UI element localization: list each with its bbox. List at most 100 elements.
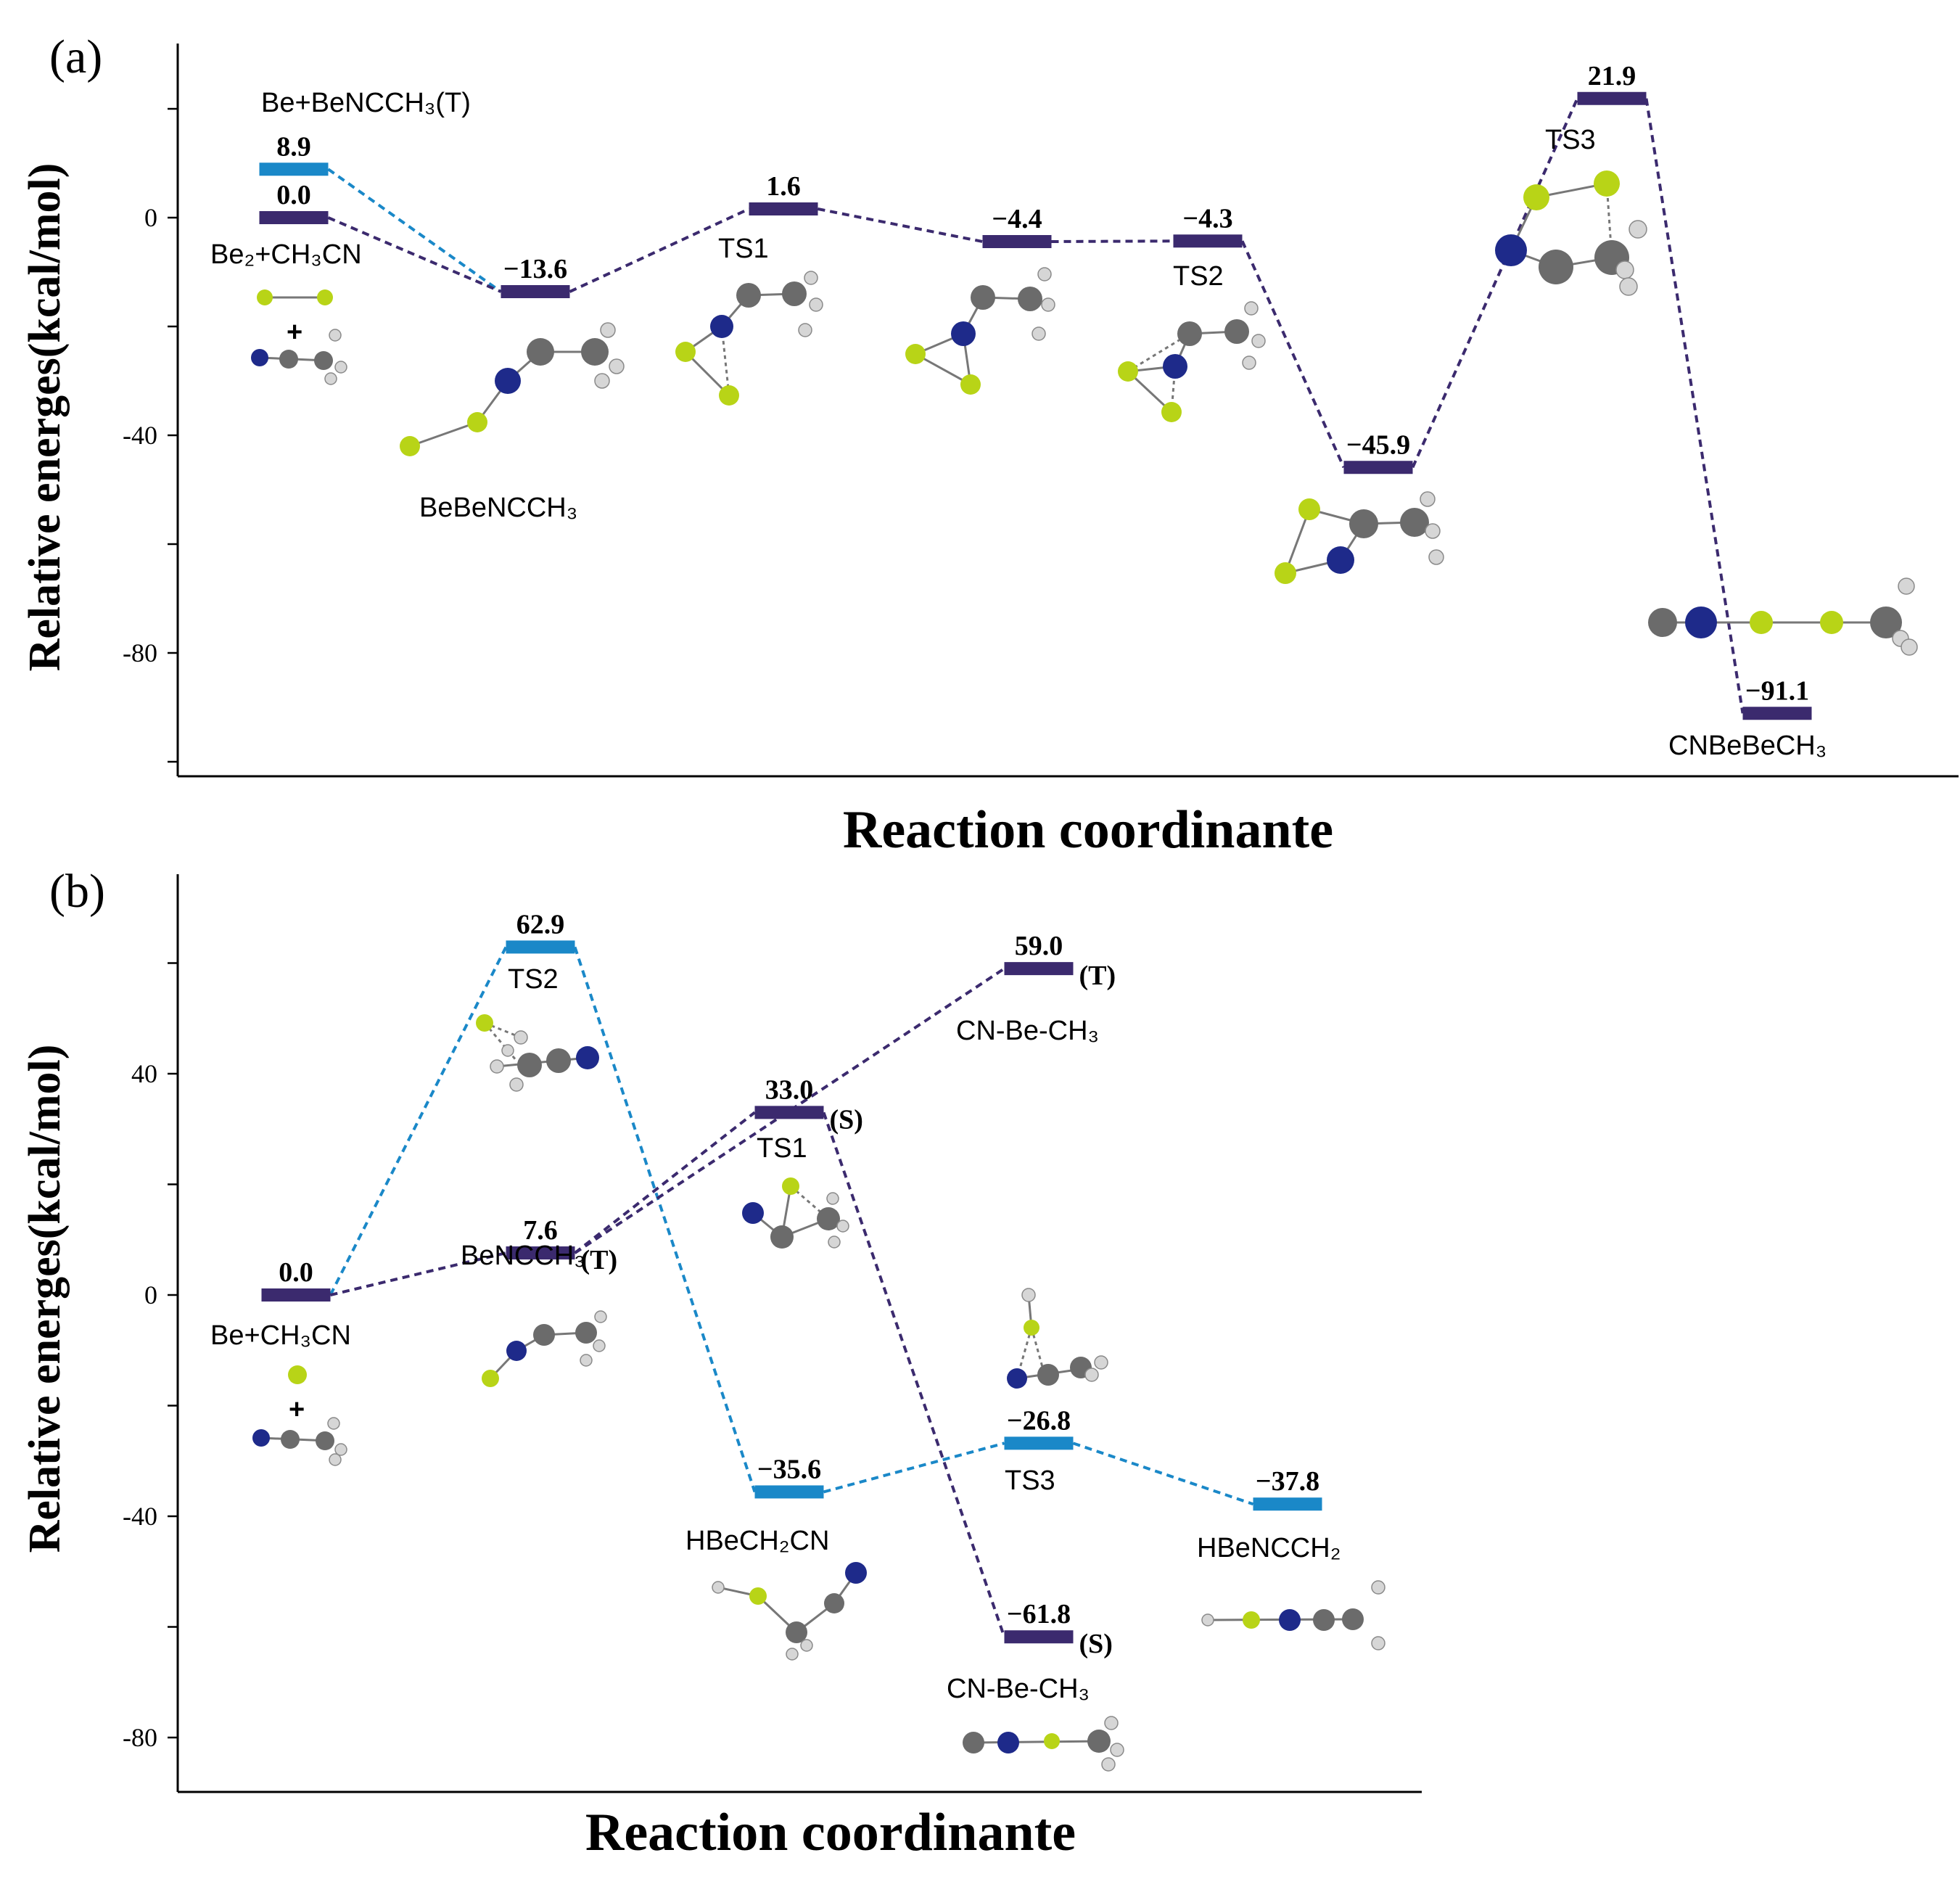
species-label-ts1b: TS1 (757, 1133, 807, 1164)
species-label-be-ch3cn: Be+CH₃CN (210, 1320, 351, 1351)
plot-panel-a: 0 -40 -80 8.9 Be+BeNCCH₃(T) 0.0 Be₂+CH₃CN −13.6… (123, 44, 1959, 778)
species-label-cnbech3-t: CN-Be-CH₃ (956, 1016, 1099, 1046)
connector-hbech2cn-to-ts3b (823, 1442, 1005, 1494)
molecule-ts1b (742, 1177, 849, 1249)
panel-label-a: (a) (49, 30, 102, 83)
species-label-cnbebech3: CNBeBeCH₃ (1668, 731, 1827, 761)
energy-label-hbenccch2: −37.8 (1256, 1466, 1319, 1497)
connector-ts2-to-int2 (1240, 240, 1346, 469)
energy-label-cnbech3-t: 59.0 (1015, 931, 1063, 961)
connector-ts1b-to-cnbech3-s (822, 1111, 1006, 1637)
connector-ts3-to-cnbebech3 (1644, 98, 1745, 714)
level-bar-cnbech3-t (1004, 962, 1074, 976)
y-tick-label: -40 (123, 1502, 157, 1531)
level-bar-cnbebech3 (1742, 707, 1812, 720)
connector-be-benccch3-to-bebenccch3 (327, 168, 502, 293)
energy-label-ts1: 1.6 (766, 171, 801, 202)
y-tick-label: -80 (123, 1723, 157, 1752)
connector-benccch3-to-ts1b (574, 1111, 756, 1254)
state-label-cnbech3-t: (T) (1079, 961, 1116, 991)
species-label-hbenccch2: HBeNCCH₂ (1197, 1533, 1341, 1563)
svg-text:+: + (287, 317, 302, 348)
molecule-int1 (905, 267, 1055, 395)
species-label-ts1: TS1 (718, 234, 769, 264)
species-label-ts2b: TS2 (508, 964, 559, 995)
y-tick-label: 0 (144, 1280, 157, 1309)
molecule-ts3 (1495, 170, 1647, 296)
level-bar-benccch3 (506, 1246, 575, 1260)
state-label-cnbech3-s: (S) (1079, 1629, 1113, 1659)
x-axis-label-a: Reaction coordinante (843, 800, 1333, 860)
species-label-bebenccch3: BeBeNCCH₃ (419, 493, 577, 523)
level-bar-ts2b (506, 940, 575, 954)
level-bar-hbech2cn (754, 1485, 824, 1499)
molecule-int2 (1275, 491, 1444, 584)
species-label-be-benccch3: Be+BeNCCH₃(T) (261, 88, 471, 118)
species-label-ts3b: TS3 (1005, 1465, 1055, 1496)
level-bar-cnbech3-s (1004, 1630, 1074, 1644)
level-bar-bebenccch3 (501, 285, 570, 298)
plot-panel-b: 400-40-800.0Be+CH₃CN62.9TS27.6(T)BeNCCH₃… (123, 874, 1422, 1793)
panel-label-b: (b) (49, 865, 105, 918)
species-label-hbech2cn: HBeCH₂CN (685, 1526, 829, 1556)
y-tick-label: -80 (123, 638, 157, 667)
connector-ts2b-to-hbech2cn (573, 946, 757, 1493)
species-label-be2-ch3cn: Be₂+CH₃CN (210, 239, 362, 270)
x-axis-label-b: Reaction coordinante (585, 1803, 1076, 1862)
molecule-be2-ch3cn: + (251, 289, 347, 385)
y-axis-label-a: Relative energes(kcal/mol) (20, 163, 70, 672)
level-bar-ts1 (749, 202, 818, 215)
energy-label-be-ch3cn: 0.0 (279, 1257, 313, 1288)
energy-label-cnbebech3: −91.1 (1745, 675, 1809, 706)
level-bar-int2 (1343, 461, 1413, 474)
connector-bebenccch3-to-ts1 (569, 207, 750, 293)
y-tick-label: -40 (123, 421, 157, 450)
level-bar-ts3 (1577, 91, 1647, 105)
energy-label-ts1b: 33.0 (765, 1074, 814, 1105)
energy-label-ts2: −4.3 (1182, 203, 1232, 234)
energy-label-ts3: 21.9 (1588, 61, 1636, 91)
level-bar-be-benccch3 (259, 163, 329, 176)
energy-label-benccch3: 7.6 (523, 1215, 558, 1246)
molecule-bebenccch3 (400, 322, 625, 456)
level-bar-hbenccch2 (1253, 1497, 1322, 1511)
connector-be-ch3cn-to-ts2b (329, 946, 508, 1296)
molecule-cnbebech3 (1648, 577, 1918, 656)
y-tick-label: 0 (144, 203, 157, 232)
molecule-ts1 (675, 271, 823, 406)
level-bar-be-ch3cn (261, 1288, 331, 1302)
energy-label-be-benccch3: 8.9 (276, 131, 311, 162)
level-bar-int1 (982, 235, 1052, 248)
connector-int1-to-ts2 (1051, 239, 1174, 243)
molecule-hbech2cn (712, 1562, 867, 1661)
level-bar-be2-ch3cn (259, 211, 329, 224)
energy-label-int1: −4.4 (992, 204, 1042, 234)
energy-label-ts3b: −26.8 (1007, 1405, 1071, 1436)
species-label-cnbech3-s: CN-Be-CH₃ (947, 1674, 1090, 1704)
molecule-ts2b (476, 1014, 599, 1092)
molecule-ts3b (1007, 1288, 1108, 1389)
energy-label-int2: −45.9 (1346, 429, 1410, 460)
connector-int2-to-ts3 (1411, 97, 1579, 469)
state-label-benccch3: (T) (581, 1245, 618, 1275)
y-axis-label-b: Relative energes(kcal/mol) (20, 1045, 70, 1553)
y-tick-label: 40 (131, 1059, 157, 1088)
level-bar-ts2 (1173, 234, 1243, 248)
level-bar-ts3b (1004, 1436, 1074, 1450)
molecule-hbenccch2 (1201, 1580, 1385, 1650)
state-label-ts1b: (S) (830, 1104, 863, 1135)
species-label-ts3: TS3 (1545, 125, 1596, 155)
connector-ts1-to-int1 (818, 207, 983, 243)
connector-be2-ch3cn-to-bebenccch3 (327, 216, 502, 293)
connector-be-ch3cn-to-benccch3 (330, 1251, 506, 1296)
level-bar-ts1b (754, 1106, 824, 1119)
species-label-benccch3: BeNCCH₃ (461, 1241, 585, 1271)
energy-label-cnbech3-s: −61.8 (1007, 1599, 1071, 1629)
energy-label-bebenccch3: −13.6 (503, 254, 567, 284)
molecule-cnbech3-s (963, 1716, 1124, 1772)
energy-label-be2-ch3cn: 0.0 (276, 180, 311, 210)
molecule-benccch3 (482, 1310, 607, 1387)
energy-label-hbech2cn: −35.6 (757, 1454, 821, 1484)
svg-text:+: + (289, 1394, 305, 1425)
